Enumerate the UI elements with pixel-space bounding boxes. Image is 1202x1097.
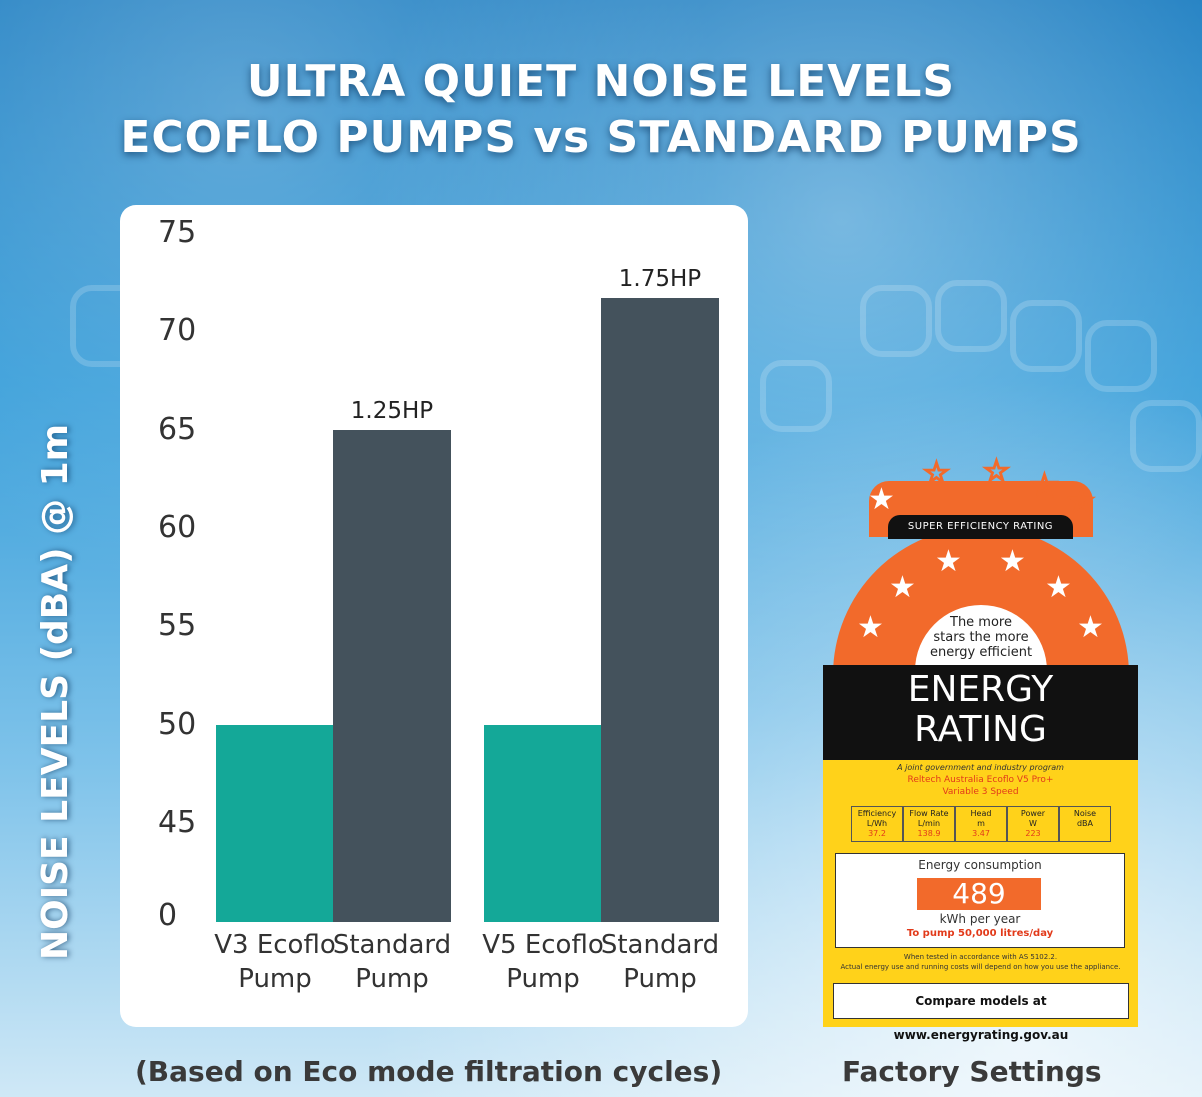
spec-v: 3.47 <box>972 829 990 838</box>
category-label-line2: Pump <box>238 964 312 994</box>
decor-tile <box>860 285 932 357</box>
consumption-label: Energy consumption <box>918 858 1042 872</box>
star-outline-icon: ☆ <box>1030 468 1059 503</box>
spec-h2: m <box>977 819 985 828</box>
category-label: Standard Pump <box>329 928 455 996</box>
star-outline-icon: ☆ <box>982 454 1011 489</box>
category-label-line1: Standard <box>332 930 452 960</box>
tagline-2: stars the more <box>933 630 1029 645</box>
star-icon: ★ <box>935 544 962 579</box>
spec-h1: Flow Rate <box>909 809 949 818</box>
spec-h2: W <box>1029 819 1037 828</box>
model-line-1: Reltech Australia Ecoflo V5 Pro+ <box>907 775 1054 785</box>
energy-rating-heading-band <box>823 665 1138 760</box>
category-label: V5 Ecoflo Pump <box>480 928 606 996</box>
decor-tile <box>1010 300 1082 372</box>
fine-print-1: When tested in accordance with AS 5102.2… <box>903 953 1058 961</box>
tagline-1: The more <box>950 615 1012 630</box>
model-line-2: Variable 3 Speed <box>942 787 1019 797</box>
spec-v: 37.2 <box>868 829 886 838</box>
decor-tile <box>760 360 832 432</box>
category-label: Standard Pump <box>597 928 723 996</box>
star-outline-icon: ☆ <box>922 456 951 491</box>
tagline-3: energy efficient <box>929 645 1033 660</box>
spec-column: Power W 223 <box>1007 806 1059 842</box>
consumption-note: To pump 50,000 litres/day <box>906 928 1054 939</box>
y-tick-label: 0 <box>158 898 178 933</box>
decor-tile <box>1130 400 1202 472</box>
heading-energy: ENERGY <box>907 669 1054 710</box>
star-icon: ★ <box>1077 610 1104 645</box>
spec-h2: L/Wh <box>866 819 888 828</box>
super-efficiency-banner: SUPER EFFICIENCY RATING <box>888 515 1073 539</box>
star-icon: ★ <box>868 482 895 517</box>
star-outline-icon: ☆ <box>1067 484 1096 519</box>
star-icon: ★ <box>1045 570 1072 605</box>
decor-tile <box>935 280 1007 352</box>
heading-rating: RATING <box>914 709 1047 750</box>
spec-column: Head m 3.47 <box>955 806 1007 842</box>
category-label-line2: Pump <box>623 964 697 994</box>
y-axis-label: NOISE LEVELS (dBA) @ 1m <box>35 423 76 960</box>
consumption-unit: kWh per year <box>939 912 1021 926</box>
bar-1 <box>333 429 451 922</box>
title-line-1: ULTRA QUIET NOISE LEVELS <box>246 56 956 107</box>
y-tick-label: 55 <box>158 608 197 643</box>
category-label-line2: Pump <box>355 964 429 994</box>
spec-h2: L/min <box>917 819 941 828</box>
category-label: V3 Ecoflo Pump <box>212 928 338 996</box>
factory-settings-caption: Factory Settings <box>842 1055 1102 1088</box>
spec-v: 138.9 <box>917 829 941 838</box>
bar-3 <box>601 297 719 922</box>
fine-print-2: Actual energy use and running costs will… <box>840 963 1121 971</box>
energy-rating-label: SUPER EFFICIENCY RATING ★ ☆ ☆ ☆ ☆ ★ ★ ★ … <box>823 454 1138 1042</box>
spec-h2: dBA <box>1076 819 1094 828</box>
compare-models-link[interactable]: Compare models at www.energyrating.gov.a… <box>833 983 1129 1042</box>
y-tick-label: 75 <box>158 215 197 250</box>
spec-column: Efficiency L/Wh 37.2 <box>851 806 903 842</box>
star-icon: ★ <box>889 570 916 605</box>
y-tick-label: 45 <box>158 805 197 840</box>
category-label-line1: Standard <box>600 930 720 960</box>
decor-tile <box>1085 320 1157 392</box>
category-label-line1: V3 Ecoflo <box>214 930 336 960</box>
star-icon: ★ <box>857 610 884 645</box>
spec-h1: Efficiency <box>857 809 897 818</box>
footnote: (Based on Eco mode filtration cycles) <box>135 1055 723 1088</box>
category-label-line2: Pump <box>506 964 580 994</box>
spec-h1: Head <box>970 809 992 818</box>
consumption-value: 489 <box>917 878 1041 910</box>
title-line-2: ECOFLO PUMPS vs STANDARD PUMPS <box>120 112 1082 163</box>
y-tick-label: 50 <box>158 707 197 742</box>
bar-2 <box>484 724 602 922</box>
y-tick-label: 70 <box>158 313 197 348</box>
star-icon: ★ <box>999 544 1026 579</box>
spec-h1: Noise <box>1073 809 1097 818</box>
y-tick-label: 60 <box>158 510 197 545</box>
category-label-line1: V5 Ecoflo <box>482 930 604 960</box>
spec-h1: Power <box>1020 809 1046 818</box>
spec-column: Noise dBA <box>1059 806 1111 842</box>
bar-label: 1.25HP <box>350 397 434 424</box>
spec-v: 223 <box>1025 829 1041 838</box>
bar-label: 1.75HP <box>618 265 702 292</box>
y-tick-label: 65 <box>158 412 197 447</box>
bar-0 <box>216 724 334 922</box>
spec-column: Flow Rate L/min 138.9 <box>903 806 955 842</box>
program-text: A joint government and industry program <box>897 763 1064 772</box>
